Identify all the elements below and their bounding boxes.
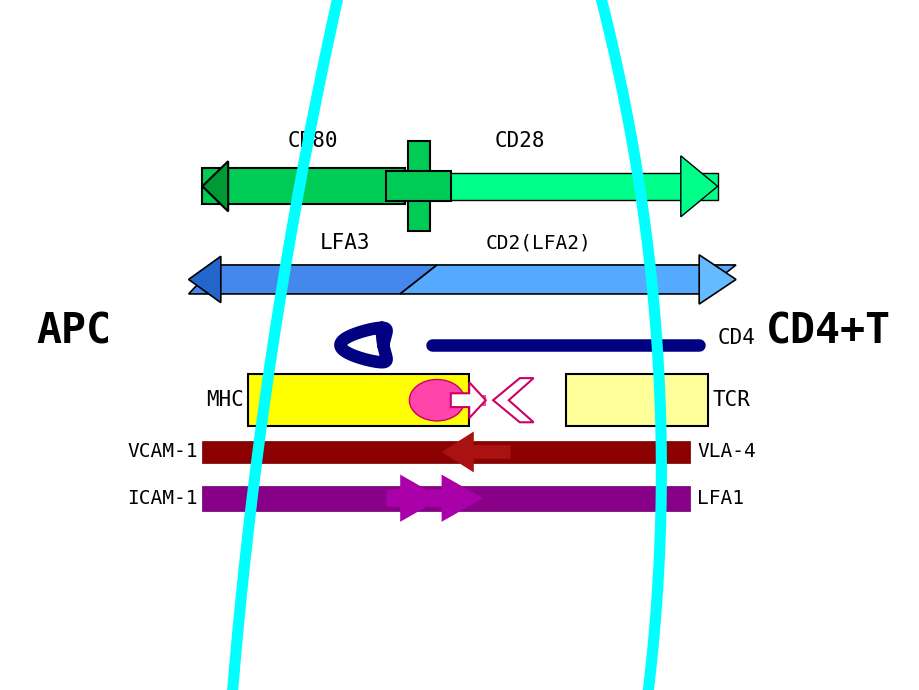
Bar xyxy=(248,374,469,426)
Text: CD4: CD4 xyxy=(717,328,754,348)
Circle shape xyxy=(409,380,464,421)
Polygon shape xyxy=(493,378,533,422)
Bar xyxy=(202,486,689,511)
Polygon shape xyxy=(450,382,485,418)
Text: CD28: CD28 xyxy=(494,131,544,151)
Text: APC: APC xyxy=(36,310,111,352)
Text: TCR: TCR xyxy=(712,391,750,410)
Bar xyxy=(418,173,717,200)
Polygon shape xyxy=(698,255,735,304)
Text: ICAM-1: ICAM-1 xyxy=(127,489,198,508)
Text: MHC: MHC xyxy=(206,391,244,410)
Text: LFA1: LFA1 xyxy=(697,489,743,508)
Polygon shape xyxy=(188,265,437,294)
Polygon shape xyxy=(680,156,717,217)
Polygon shape xyxy=(202,161,228,211)
Polygon shape xyxy=(427,475,482,522)
Text: VCAM-1: VCAM-1 xyxy=(127,442,198,462)
Polygon shape xyxy=(441,431,510,473)
Text: LFA3: LFA3 xyxy=(320,233,369,253)
Bar xyxy=(565,374,708,426)
Polygon shape xyxy=(386,475,441,522)
Text: CD2(LFA2): CD2(LFA2) xyxy=(485,233,590,253)
Bar xyxy=(386,171,450,201)
Text: CD80: CD80 xyxy=(288,131,337,151)
Bar xyxy=(202,441,689,464)
Bar xyxy=(202,168,404,204)
Text: CD4+T: CD4+T xyxy=(765,310,890,352)
Bar xyxy=(407,141,429,231)
Polygon shape xyxy=(188,256,221,303)
Text: VLA-4: VLA-4 xyxy=(697,442,755,462)
Bar xyxy=(462,395,485,406)
Polygon shape xyxy=(400,265,735,294)
